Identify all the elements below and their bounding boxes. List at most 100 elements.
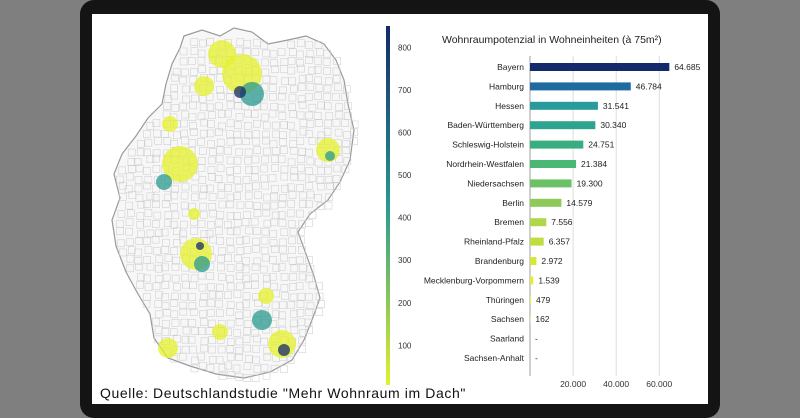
district-cell: [324, 176, 333, 184]
district-cell: [154, 137, 162, 145]
district-cell: [154, 335, 162, 344]
district-cell: [260, 41, 268, 50]
district-cell: [272, 121, 280, 130]
district-cell: [226, 200, 234, 209]
district-cell: [306, 120, 315, 129]
district-cell: [315, 83, 324, 92]
district-cell: [135, 262, 143, 271]
district-cell: [226, 264, 235, 272]
district-cell: [153, 211, 162, 220]
district-cell: [134, 248, 142, 257]
district-cell: [305, 307, 313, 316]
district-cell: [287, 57, 296, 65]
district-cell: [280, 273, 289, 281]
category-label: Mecklenburg-Vorpommern: [424, 275, 524, 285]
district-cell: [289, 319, 298, 328]
district-cell: [199, 191, 207, 200]
district-cell: [170, 191, 178, 200]
district-cell: [287, 209, 295, 218]
district-cell: [160, 228, 169, 237]
district-cell: [179, 102, 187, 111]
district-cell: [297, 64, 305, 73]
district-cell: [188, 319, 196, 327]
district-cell: [306, 265, 315, 273]
district-cell: [270, 218, 278, 227]
district-cell: [235, 272, 244, 280]
district-cell: [251, 374, 260, 383]
hotspot: [194, 76, 214, 96]
district-cell: [178, 352, 187, 361]
district-cell: [278, 112, 287, 120]
category-label: Sachsen-Anhalt: [464, 353, 525, 363]
district-cell: [171, 185, 179, 193]
district-cell: [152, 220, 160, 228]
district-cell: [190, 128, 198, 136]
district-cell: [332, 175, 341, 183]
district-cell: [253, 209, 262, 217]
district-cell: [127, 209, 135, 218]
category-label: Bremen: [494, 217, 524, 227]
district-cell: [169, 221, 178, 229]
district-cell: [146, 122, 155, 130]
district-cell: [232, 227, 241, 236]
district-cell: [199, 210, 208, 219]
bar: [530, 257, 537, 265]
district-cell: [305, 93, 313, 101]
colorbar-tick-label: 200: [398, 299, 412, 308]
district-cell: [269, 50, 278, 59]
chart-title: Wohnraumpotenzial in Wohneinheiten (à 75…: [442, 34, 662, 46]
category-label: Bayern: [497, 62, 524, 72]
district-cell: [324, 166, 332, 175]
district-cell: [152, 282, 161, 291]
district-cell: [290, 146, 298, 155]
district-cell: [279, 301, 287, 309]
district-cell: [242, 309, 251, 318]
district-cell: [215, 146, 224, 154]
district-cell: [259, 102, 268, 111]
district-cell: [144, 209, 153, 217]
district-cell: [197, 112, 206, 121]
district-cell: [233, 166, 241, 174]
district-cell: [215, 218, 224, 227]
district-cell: [245, 166, 253, 174]
district-cell: [287, 301, 295, 309]
district-cell: [242, 137, 250, 145]
colorbar-tick-label: 300: [398, 256, 412, 265]
bar: [530, 160, 577, 168]
value-label: 21.384: [581, 159, 607, 169]
district-cell: [198, 39, 207, 48]
district-cell: [344, 102, 352, 110]
district-cell: [161, 263, 169, 272]
hotspot: [325, 151, 335, 161]
district-cell: [304, 318, 313, 327]
hotspot: [252, 310, 272, 330]
district-cell: [343, 85, 351, 93]
district-cell: [296, 111, 305, 120]
district-cell: [226, 308, 234, 316]
district-cell: [170, 310, 179, 319]
district-cell: [350, 137, 358, 145]
district-cell: [243, 344, 251, 353]
district-cell: [306, 50, 315, 58]
value-label: 1.539: [538, 275, 560, 285]
district-cell: [332, 182, 341, 191]
district-cell: [189, 308, 198, 316]
district-cell: [173, 334, 181, 343]
district-cell: [179, 235, 187, 244]
district-cell: [179, 301, 188, 310]
district-cell: [235, 347, 243, 355]
district-cell: [261, 58, 270, 67]
district-cell: [235, 318, 244, 326]
district-cell: [178, 76, 187, 85]
district-cell: [151, 235, 160, 244]
district-cell: [314, 158, 323, 167]
district-cell: [305, 182, 313, 190]
district-cell: [170, 203, 178, 211]
district-cell: [251, 48, 260, 56]
district-cell: [245, 226, 253, 235]
district-cell: [152, 154, 160, 163]
district-cell: [218, 110, 226, 118]
district-cell: [253, 201, 262, 210]
district-cell: [191, 356, 199, 365]
district-cell: [241, 218, 250, 227]
